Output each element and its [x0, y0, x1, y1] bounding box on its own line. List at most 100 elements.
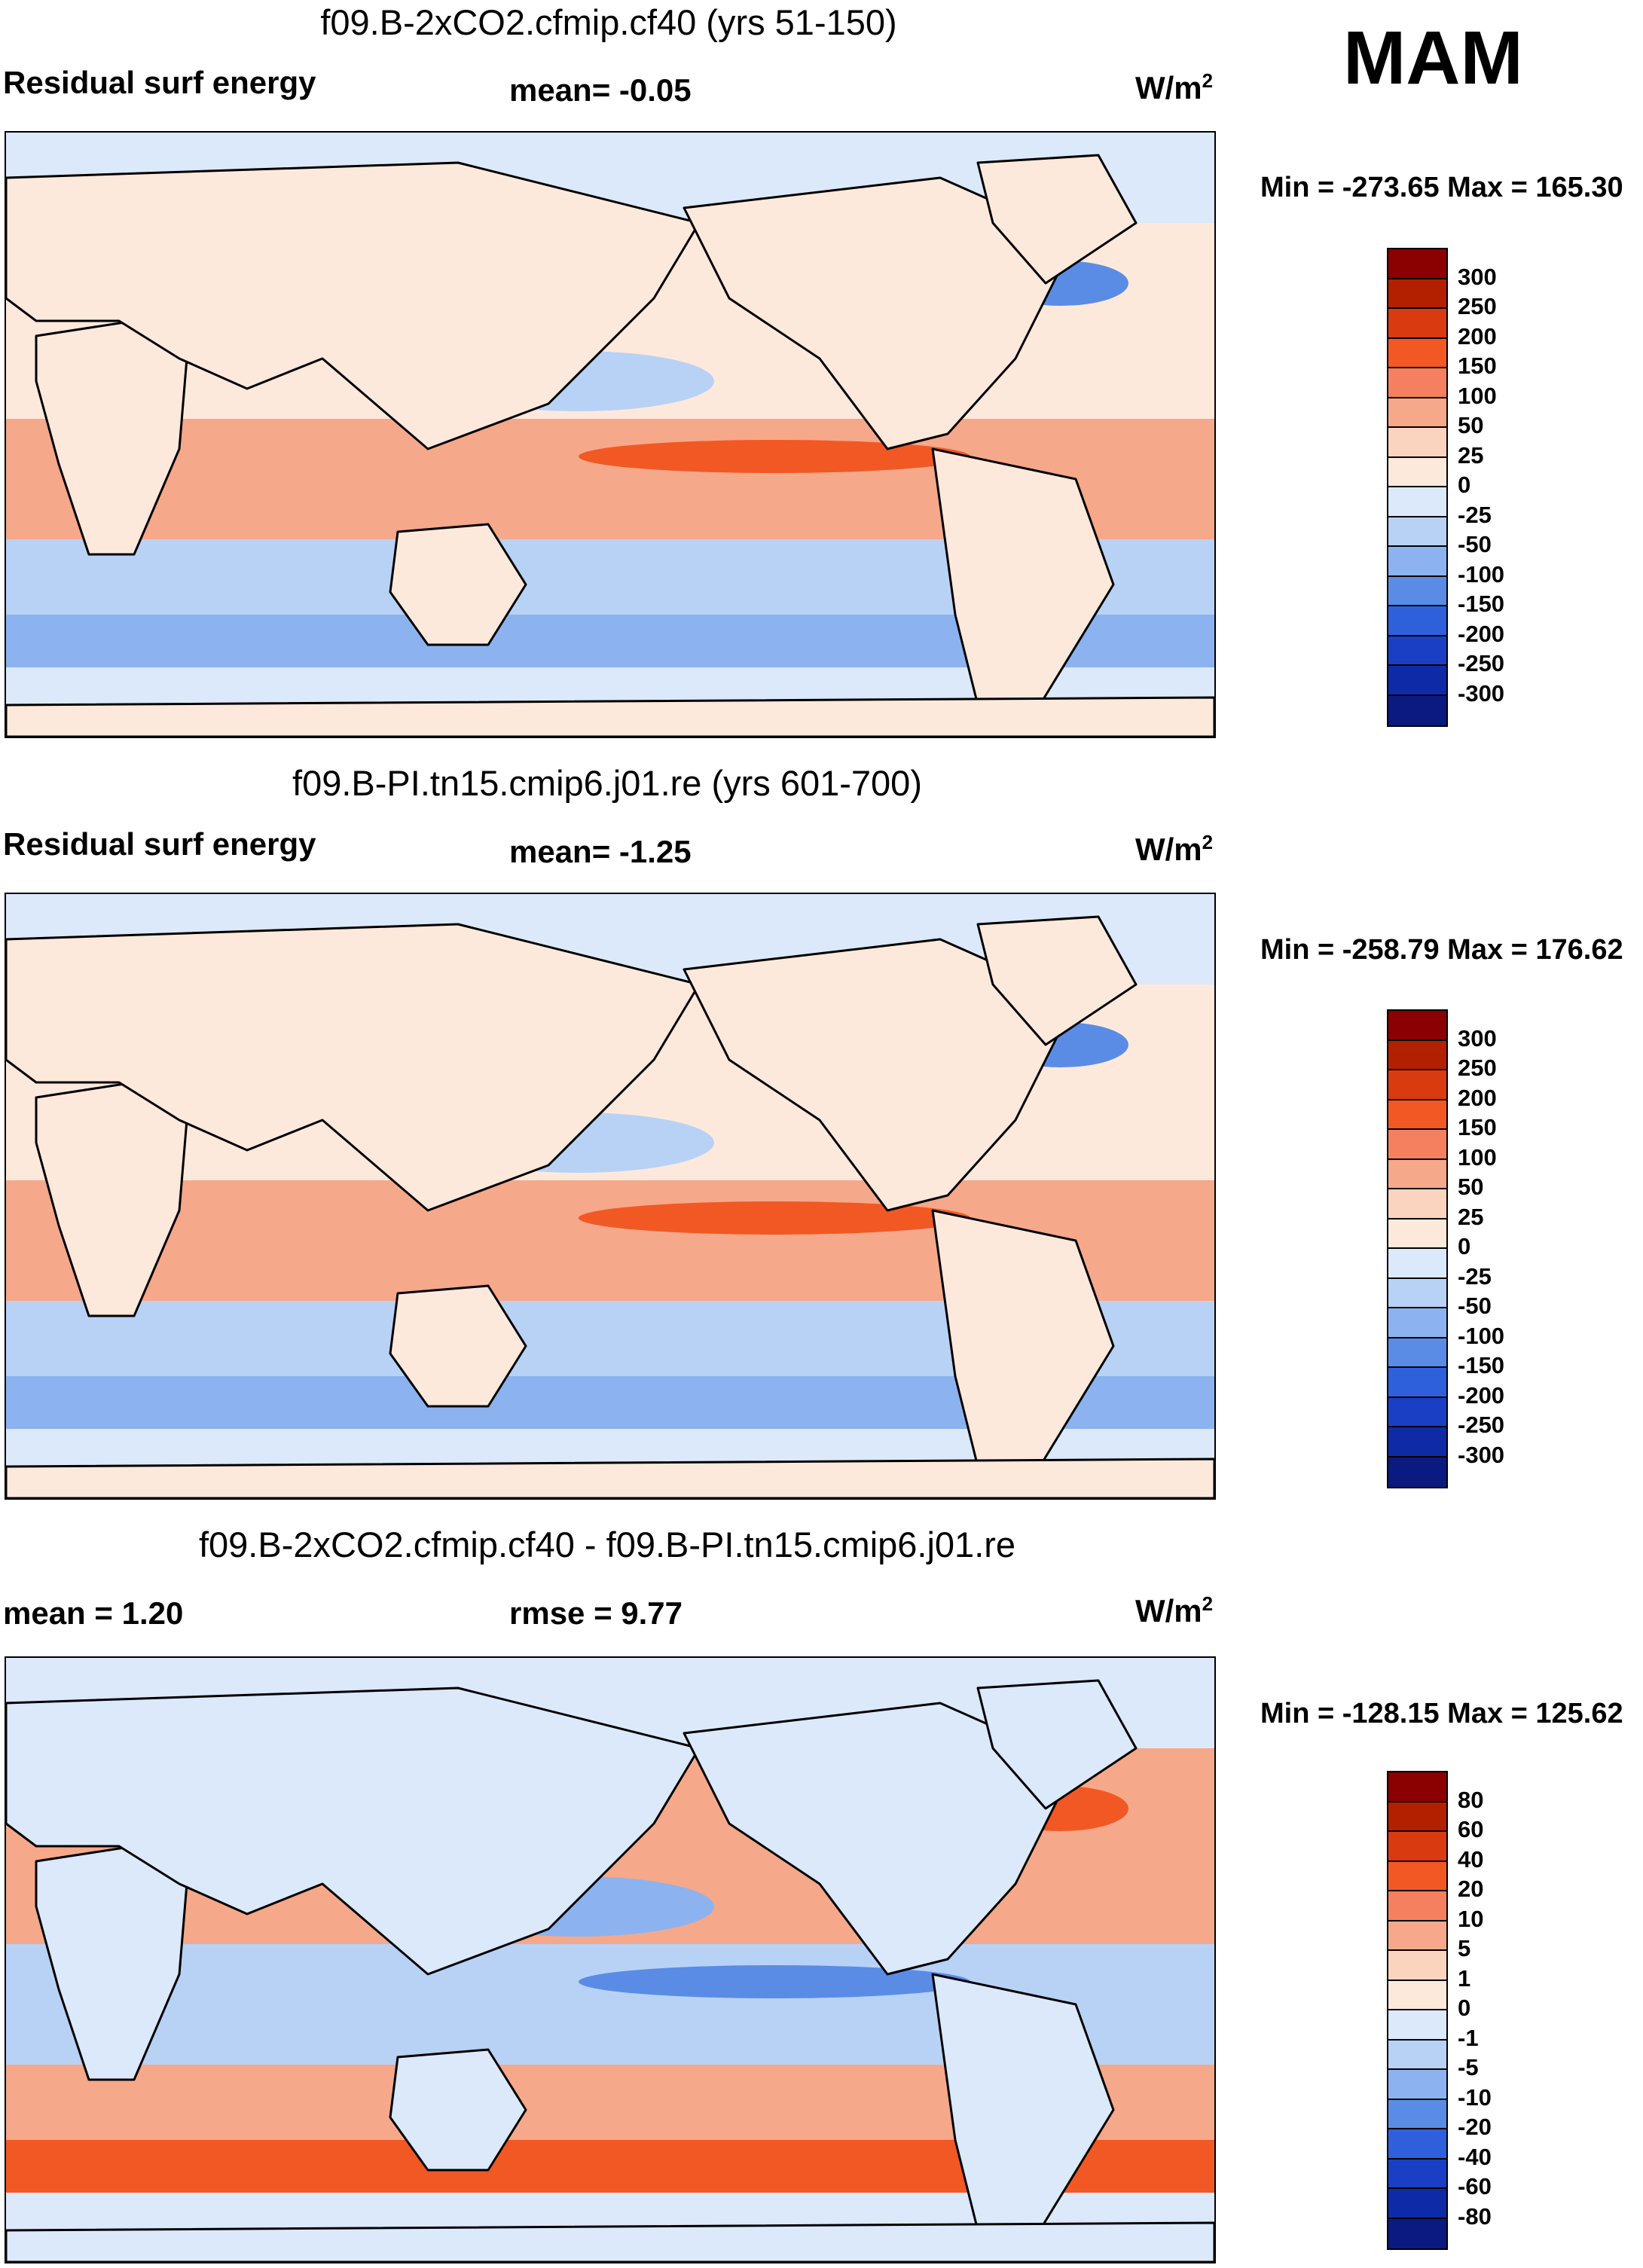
colorbar-swatch: [1388, 487, 1446, 517]
colorbar-tick-label: -150: [1458, 591, 1505, 617]
colorbar-swatch: [1388, 1338, 1446, 1368]
panel-2-mean-label: mean= -1.25: [509, 834, 692, 869]
colorbar-tick-label: -250: [1458, 1412, 1505, 1438]
colorbar-tick-label: 10: [1458, 1905, 1484, 1932]
colorbar-swatch: [1388, 249, 1446, 279]
panel-2-left-label: Residual surf energy: [3, 826, 316, 862]
colorbar-tick-label: -100: [1458, 560, 1505, 588]
colorbar-swatch: [1388, 1832, 1446, 1862]
panel-1-map-svg: [6, 133, 1214, 737]
colorbar-tick-label: 1: [1458, 1964, 1471, 1992]
colorbar-swatch: [1388, 309, 1446, 339]
colorbar-tick-label: -40: [1458, 2143, 1492, 2170]
panel-2-title: f09.B-PI.tn15.cmip6.j01.re (yrs 601-700): [292, 763, 922, 803]
panel-1-title: f09.B-2xCO2.cfmip.cf40 (yrs 51-150): [320, 2, 897, 42]
colorbar-tick-label: 0: [1458, 472, 1471, 498]
colorbar-swatch: [1388, 1308, 1446, 1339]
panel-1-colorbar: [1387, 248, 1448, 727]
colorbar-tick-label: -200: [1458, 1381, 1505, 1409]
colorbar-swatch: [1388, 695, 1446, 725]
colorbar-swatch: [1388, 1130, 1446, 1160]
panel-3-title: f09.B-2xCO2.cfmip.cf40 - f09.B-PI.tn15.c…: [198, 1525, 1016, 1564]
colorbar-swatch: [1388, 2010, 1446, 2041]
colorbar-tick-label: 300: [1458, 263, 1497, 290]
colorbar-swatch: [1388, 338, 1446, 368]
colorbar-swatch: [1388, 1980, 1446, 2010]
colorbar-swatch: [1388, 1070, 1446, 1100]
panel-2-units: W/m2: [1135, 831, 1214, 867]
colorbar-tick-label: -300: [1458, 1441, 1505, 1468]
continent-antarctica: [6, 2221, 1214, 2262]
colorbar-tick-label: -100: [1458, 1322, 1505, 1349]
continent-australia: [389, 2048, 527, 2172]
panel-3-colorbar: [1387, 1771, 1448, 2250]
colorbar-tick-label: 150: [1458, 353, 1497, 379]
panel-3-map-svg: [6, 1658, 1214, 2262]
colorbar-swatch: [1388, 636, 1446, 666]
colorbar-tick-label: 50: [1458, 412, 1484, 438]
continent-greenland: [976, 154, 1138, 285]
panel-2-min-max: Min = -258.79 Max = 176.62: [1260, 934, 1623, 966]
colorbar-swatch: [1388, 517, 1446, 547]
colorbar-tick-label: 25: [1458, 441, 1484, 469]
colorbar-tick-label: 80: [1458, 1786, 1484, 1813]
continent-greenland: [976, 915, 1138, 1046]
colorbar-tick-label: 50: [1458, 1174, 1484, 1200]
colorbar-tick-label: -10: [1458, 2083, 1492, 2111]
colorbar-tick-label: -1: [1458, 2024, 1479, 2051]
colorbar-tick-label: 60: [1458, 1816, 1484, 1842]
colorbar-tick-label: 300: [1458, 1024, 1497, 1052]
panel-3-map: [5, 1656, 1216, 2263]
colorbar-swatch: [1388, 1100, 1446, 1130]
colorbar-tick-label: 250: [1458, 1055, 1497, 1081]
continent-antarctica: [6, 696, 1214, 737]
colorbar-swatch: [1388, 1040, 1446, 1070]
panel-1-min-max: Min = -273.65 Max = 165.30: [1260, 172, 1623, 203]
colorbar-swatch: [1388, 547, 1446, 577]
colorbar-swatch: [1388, 428, 1446, 458]
colorbar-tick-label: -20: [1458, 2114, 1492, 2140]
panel-1-mean-label: mean= -0.05: [509, 72, 692, 108]
colorbar-tick-label: 25: [1458, 1203, 1484, 1230]
colorbar-swatch: [1388, 2040, 1446, 2070]
continent-n-america: [683, 1702, 1077, 1976]
colorbar-tick-label: -150: [1458, 1352, 1505, 1378]
colorbar-swatch: [1388, 368, 1446, 398]
continent-antarctica: [6, 1458, 1214, 1498]
colorbar-swatch: [1388, 1427, 1446, 1458]
panel-1-left-label: Residual surf energy: [3, 65, 316, 100]
colorbar-swatch: [1388, 1159, 1446, 1189]
colorbar-tick-label: -5: [1458, 2054, 1479, 2080]
colorbar-swatch: [1388, 1921, 1446, 1951]
colorbar-tick-label: -200: [1458, 620, 1505, 647]
colorbar-swatch: [1388, 2099, 1446, 2129]
equatorial-pacific-band: [579, 440, 970, 473]
colorbar-tick-label: 100: [1458, 1143, 1497, 1171]
continent-n-america: [683, 176, 1077, 450]
continent-n-america: [683, 938, 1077, 1212]
colorbar-tick-label: 250: [1458, 293, 1497, 319]
colorbar-tick-label: -50: [1458, 531, 1492, 557]
colorbar-swatch: [1388, 457, 1446, 487]
colorbar-tick-label: -50: [1458, 1293, 1492, 1319]
colorbar-swatch: [1388, 279, 1446, 309]
colorbar-tick-label: -25: [1458, 1262, 1492, 1290]
colorbar-swatch: [1388, 1772, 1446, 1802]
colorbar-swatch: [1388, 666, 1446, 696]
colorbar-swatch: [1388, 1249, 1446, 1279]
panel-3-min-max: Min = -128.15 Max = 125.62: [1260, 1698, 1623, 1729]
panel-2-map-svg: [6, 894, 1214, 1498]
equatorial-pacific-band: [579, 1965, 970, 1998]
colorbar-tick-label: 0: [1458, 1233, 1471, 1259]
colorbar-tick-label: 0: [1458, 1995, 1471, 2021]
equatorial-pacific-band: [579, 1201, 970, 1235]
colorbar-swatch: [1388, 1891, 1446, 1922]
colorbar-swatch: [1388, 576, 1446, 606]
colorbar-swatch: [1388, 1219, 1446, 1249]
colorbar-tick-label: -25: [1458, 501, 1492, 528]
colorbar-swatch: [1388, 2129, 1446, 2160]
colorbar-swatch: [1388, 1011, 1446, 1041]
colorbar-swatch: [1388, 2189, 1446, 2219]
colorbar-swatch: [1388, 1368, 1446, 1398]
colorbar-tick-label: -80: [1458, 2202, 1492, 2230]
